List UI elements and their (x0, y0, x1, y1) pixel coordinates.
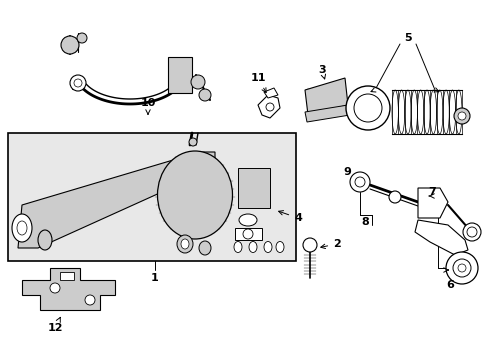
Text: 6: 6 (445, 280, 453, 290)
Circle shape (191, 75, 204, 89)
Ellipse shape (199, 241, 210, 255)
Circle shape (349, 172, 369, 192)
Ellipse shape (248, 242, 257, 252)
Polygon shape (417, 188, 447, 218)
Circle shape (77, 33, 87, 43)
Text: 7: 7 (427, 187, 435, 197)
Polygon shape (414, 220, 467, 255)
Ellipse shape (181, 239, 189, 249)
Circle shape (453, 108, 469, 124)
Ellipse shape (275, 242, 284, 252)
Circle shape (445, 252, 477, 284)
Polygon shape (238, 168, 269, 208)
Ellipse shape (17, 221, 27, 235)
Ellipse shape (243, 229, 252, 239)
Ellipse shape (38, 230, 52, 250)
Ellipse shape (157, 151, 232, 239)
Circle shape (61, 36, 79, 54)
Text: 10: 10 (140, 98, 155, 114)
Polygon shape (168, 57, 192, 93)
Ellipse shape (234, 242, 242, 252)
Circle shape (50, 283, 60, 293)
Polygon shape (305, 78, 347, 115)
Circle shape (457, 264, 465, 272)
Polygon shape (22, 268, 115, 310)
Bar (8, 133, 295, 261)
Text: 9: 9 (343, 167, 350, 177)
Polygon shape (18, 152, 215, 248)
Polygon shape (264, 88, 278, 98)
Ellipse shape (177, 235, 193, 253)
Text: 12: 12 (47, 317, 62, 333)
Circle shape (457, 112, 465, 120)
Polygon shape (258, 95, 280, 118)
Text: 8: 8 (360, 217, 368, 227)
Polygon shape (305, 105, 349, 122)
Circle shape (452, 259, 470, 277)
Circle shape (85, 295, 95, 305)
Ellipse shape (264, 242, 271, 252)
Bar (60, 272, 74, 280)
Circle shape (462, 223, 480, 241)
Ellipse shape (239, 214, 257, 226)
Circle shape (466, 227, 476, 237)
Circle shape (354, 177, 364, 187)
Circle shape (353, 94, 381, 122)
Circle shape (388, 191, 400, 203)
Polygon shape (235, 228, 262, 240)
Circle shape (303, 238, 316, 252)
Circle shape (346, 86, 389, 130)
Text: 3: 3 (318, 65, 325, 79)
Circle shape (74, 79, 82, 87)
Ellipse shape (12, 214, 32, 242)
Text: 2: 2 (320, 239, 340, 249)
Circle shape (189, 138, 197, 146)
Circle shape (70, 75, 86, 91)
Text: 11: 11 (250, 73, 265, 93)
Text: 5: 5 (404, 33, 411, 43)
Circle shape (199, 89, 210, 101)
Circle shape (265, 103, 273, 111)
Text: 4: 4 (278, 211, 301, 223)
Text: 1: 1 (151, 273, 159, 283)
